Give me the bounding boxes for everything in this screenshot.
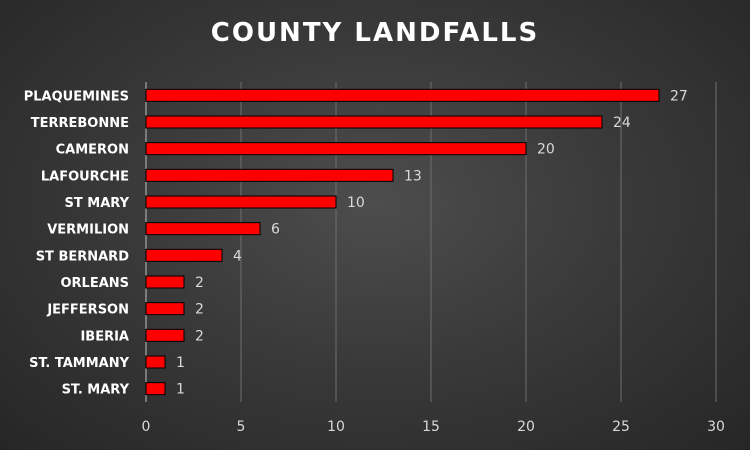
category-label: LAFOURCHE (41, 169, 129, 184)
data-label: 1 (176, 355, 185, 371)
category-label: ST MARY (65, 196, 130, 211)
category-label: ST. MARY (62, 383, 130, 398)
x-tick-label: 0 (142, 419, 151, 435)
category-label: TERREBONNE (31, 116, 129, 131)
data-label: 27 (670, 88, 688, 104)
data-label: 2 (195, 275, 204, 291)
x-tick-label: 10 (327, 419, 345, 435)
data-label: 13 (404, 168, 422, 184)
bar (145, 195, 337, 209)
chart-title: COUNTY LANDFALLS (210, 18, 540, 48)
x-tick-label: 25 (612, 419, 630, 435)
category-label: IBERIA (80, 329, 129, 344)
x-axis-ticks: 0 5 10 15 20 25 30 (142, 419, 725, 435)
x-tick-label: 20 (517, 419, 535, 435)
bar (145, 142, 527, 156)
gridlines (145, 82, 717, 402)
category-label: CAMERON (56, 143, 129, 158)
data-label: 10 (347, 195, 365, 211)
data-label: 2 (195, 302, 204, 318)
x-tick-label: 5 (237, 419, 246, 435)
category-label: ORLEANS (60, 276, 129, 291)
bar (145, 88, 660, 102)
data-label: 2 (195, 328, 204, 344)
x-tick-label: 15 (422, 419, 440, 435)
data-label: 4 (233, 248, 242, 264)
bars (145, 88, 660, 396)
bar (145, 248, 223, 262)
bar (145, 328, 185, 342)
category-label: PLAQUEMINES (24, 89, 129, 104)
data-label: 20 (537, 142, 555, 158)
bar (145, 382, 166, 396)
category-label: JEFFERSON (46, 303, 129, 318)
data-label: 1 (176, 382, 185, 398)
category-label: ST. TAMMANY (29, 356, 129, 371)
data-label: 6 (271, 222, 280, 238)
category-label: VERMILION (47, 223, 129, 238)
data-label: 24 (613, 115, 631, 131)
bar (145, 275, 185, 289)
x-tick-label: 30 (707, 419, 725, 435)
bar (145, 168, 394, 182)
bar (145, 355, 166, 369)
category-label: ST BERNARD (36, 249, 130, 264)
bar (145, 302, 185, 316)
bar (145, 222, 261, 236)
category-labels: PLAQUEMINES TERREBONNE CAMERON LAFOURCHE ST … (24, 89, 130, 397)
bar (145, 115, 603, 129)
